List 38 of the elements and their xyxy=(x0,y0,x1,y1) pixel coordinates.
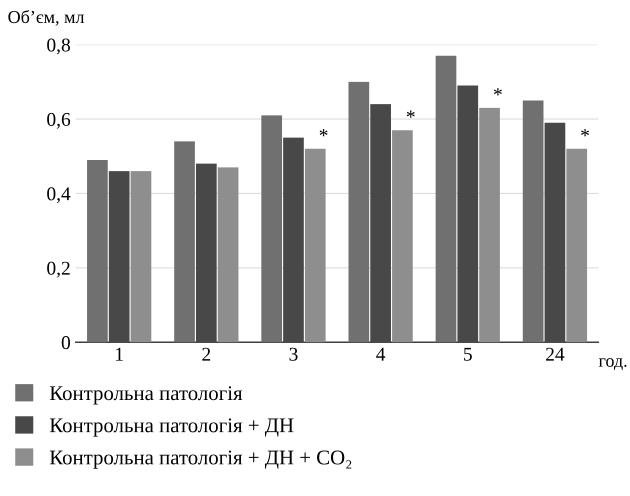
bar xyxy=(196,164,217,342)
bar xyxy=(283,138,304,342)
x-tick-label: 3 xyxy=(290,348,298,361)
bar xyxy=(370,104,391,342)
bar xyxy=(436,56,456,342)
bar xyxy=(348,82,370,342)
bar xyxy=(544,122,566,342)
annotation: * xyxy=(320,129,328,136)
x-tick-label: 2 xyxy=(202,348,210,361)
bar xyxy=(479,108,500,342)
annotation: * xyxy=(406,110,415,118)
bar xyxy=(261,115,282,342)
legend-label: Контрольна патологія xyxy=(50,386,242,404)
x-tick-label: 4 xyxy=(376,348,386,361)
bar xyxy=(130,171,152,342)
legend-label: Контрольна патологія + ДН xyxy=(50,418,294,437)
y-axis-title: Об’єм, мл xyxy=(8,10,84,26)
x-tick-label: 24 xyxy=(546,348,564,361)
annotation: * xyxy=(581,129,589,136)
bar xyxy=(522,100,544,342)
bar xyxy=(457,86,478,342)
annotation: * xyxy=(494,88,502,96)
x-tick-label: 5 xyxy=(464,348,472,361)
bar xyxy=(392,130,413,342)
bar xyxy=(218,167,238,342)
y-tick-label: 0 xyxy=(62,336,70,350)
x-tick-label: 1 xyxy=(116,348,123,361)
x-axis-title: год. xyxy=(598,358,626,370)
bar xyxy=(108,171,130,342)
legend-label: Контрольна патологія + ДН + CO₂ xyxy=(50,450,352,469)
bar xyxy=(566,148,588,342)
y-tick-label: 0,2 xyxy=(47,262,70,278)
y-tick-label: 0,6 xyxy=(47,112,70,129)
y-tick-label: 0,4 xyxy=(47,187,70,204)
bar xyxy=(87,160,108,342)
bar xyxy=(174,141,195,342)
bar xyxy=(304,148,326,342)
y-tick-label: 0,8 xyxy=(47,38,70,54)
